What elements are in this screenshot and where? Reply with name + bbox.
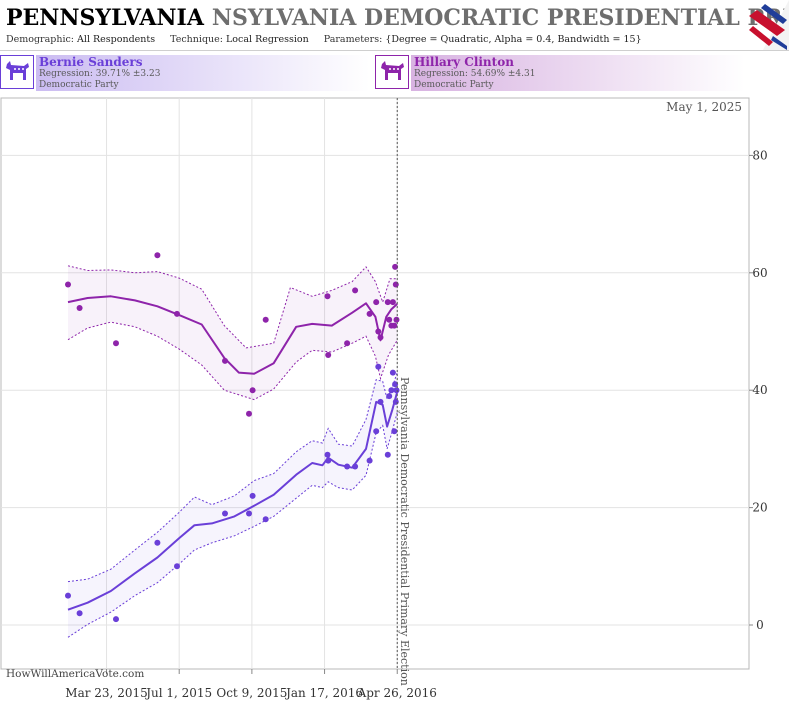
clinton-poll-point (154, 252, 161, 259)
y-tick-label: 60 (752, 266, 767, 280)
technique-value: Local Regression (226, 34, 309, 45)
y-tick-label: 80 (752, 148, 767, 162)
y-tick-label: 0 (756, 618, 764, 632)
sanders-poll-point (325, 457, 332, 464)
technique-label: Technique: (170, 34, 223, 45)
clinton-poll-point (246, 410, 252, 417)
clinton-poll-point (262, 316, 269, 323)
grid-lines (1, 98, 749, 669)
sanders-legend-text: Bernie Sanders Regression: 39.71% ±3.23 … (39, 55, 160, 91)
candidate-regression: Regression: 39.71% ±3.23 (39, 69, 161, 79)
sanders-poll-point (344, 463, 351, 470)
y-tick-label: 40 (752, 383, 767, 397)
sanders-legend-gradient (36, 55, 370, 91)
parameters-label: Parameters: (323, 34, 383, 45)
clinton-poll-point (377, 334, 384, 341)
candidate-party: Democratic Party (39, 80, 119, 90)
candidate-legend: Bernie Sanders Regression: 39.71% ±3.23 … (0, 53, 789, 93)
clinton-poll-point (352, 287, 359, 294)
clinton-poll-point (174, 310, 180, 317)
chart-title: PENNSYLVANIA NSYLVANIA DEMOCRATIC PRESIDE… (6, 4, 789, 32)
sanders-poll-point (76, 610, 83, 617)
sanders-poll-point (366, 457, 373, 464)
demographic-value: All Respondents (77, 34, 156, 45)
legend-item-sanders: Bernie Sanders Regression: 39.71% ±3.23 … (0, 53, 370, 93)
clinton-confidence-band (68, 265, 398, 400)
x-tick-label: Jan 17, 2016 (284, 686, 363, 700)
x-tick-label: Jul 1, 2015 (144, 686, 212, 700)
sanders-poll-point (389, 369, 396, 376)
sanders-confidence-band (68, 372, 398, 638)
sanders-poll-point (388, 387, 395, 394)
clinton-poll-point (393, 316, 400, 323)
sanders-poll-point (154, 539, 161, 546)
sanders-poll-point (384, 451, 391, 458)
chart-header: PENNSYLVANIA NSYLVANIA DEMOCRATIC PRESIDE… (0, 0, 789, 51)
clinton-poll-point (389, 299, 396, 306)
sanders-poll-point (375, 363, 382, 370)
donkey-icon (375, 55, 409, 89)
title-scrolling-text: NSYLVANIA DEMOCRATIC PRESIDENTIAL PRIM (211, 5, 789, 31)
candidate-name: Bernie Sanders (39, 55, 143, 69)
x-tick-label: Apr 26, 2016 (357, 686, 437, 700)
clinton-poll-point (65, 281, 71, 288)
clinton-poll-point (222, 357, 228, 364)
sanders-poll-point (393, 387, 400, 394)
sanders-poll-point (391, 428, 398, 435)
legend-item-clinton: Hillary Clinton Regression: 54.69% ±4.31… (375, 53, 745, 93)
y-axis-ticks: 0 20 40 60 80 (749, 148, 768, 632)
sanders-poll-point (222, 510, 228, 517)
clinton-legend-gradient (411, 55, 745, 91)
sanders-poll-point (392, 398, 399, 405)
y-tick-label: 20 (752, 501, 767, 515)
regression-chart: Pennsylvania Democratic Presidential Pri… (0, 97, 768, 700)
clinton-poll-point (392, 281, 399, 288)
x-tick-label: Mar 23, 2015 (65, 686, 147, 700)
clinton-poll-point (384, 299, 391, 306)
sanders-poll-point (262, 516, 269, 523)
sanders-poll-point (246, 510, 252, 517)
clinton-poll-point (249, 387, 256, 394)
sanders-poll-point (174, 563, 180, 570)
clinton-poll-point (113, 340, 119, 347)
flag-logo-icon (749, 0, 789, 50)
site-watermark: HowWillAmericaVote.com (6, 668, 144, 680)
candidate-party: Democratic Party (414, 80, 494, 90)
sanders-poll-point (373, 428, 380, 435)
title-state: PENNSYLVANIA (6, 5, 204, 31)
clinton-poll-point (392, 263, 399, 270)
clinton-poll-point (373, 299, 380, 306)
sanders-poll-point (249, 492, 256, 499)
clinton-poll-point (344, 340, 351, 347)
parameters-value: {Degree = Quadratic, Alpha = 0.4, Bandwi… (385, 34, 642, 45)
poll-points (65, 252, 400, 623)
candidate-name: Hillary Clinton (414, 55, 514, 69)
sanders-poll-point (352, 463, 359, 470)
sanders-poll-point (113, 616, 119, 623)
candidate-regression: Regression: 54.69% ±4.31 (414, 69, 536, 79)
sanders-poll-point (324, 451, 331, 458)
sanders-poll-point (65, 592, 71, 599)
sanders-poll-point (386, 393, 393, 400)
clinton-poll-point (325, 352, 332, 358)
clinton-legend-text: Hillary Clinton Regression: 54.69% ±4.31… (414, 55, 535, 91)
clinton-poll-point (76, 305, 83, 311)
current-date-label: May 1, 2025 (666, 100, 742, 114)
parameters-line: Demographic: All Respondents Technique: … (6, 34, 642, 45)
demographic-label: Demographic: (6, 34, 75, 45)
clinton-poll-point (391, 322, 398, 329)
event-label: Pennsylvania Democratic Presidential Pri… (398, 377, 411, 686)
sanders-poll-point (392, 381, 399, 388)
clinton-poll-point (324, 293, 331, 300)
clinton-poll-point (386, 316, 393, 323)
clinton-poll-point (366, 310, 373, 317)
sanders-poll-point (377, 398, 384, 405)
x-tick-label: Oct 9, 2015 (216, 686, 287, 700)
donkey-icon (0, 55, 34, 89)
clinton-band-upper (67, 265, 398, 349)
clinton-poll-point (375, 328, 382, 335)
